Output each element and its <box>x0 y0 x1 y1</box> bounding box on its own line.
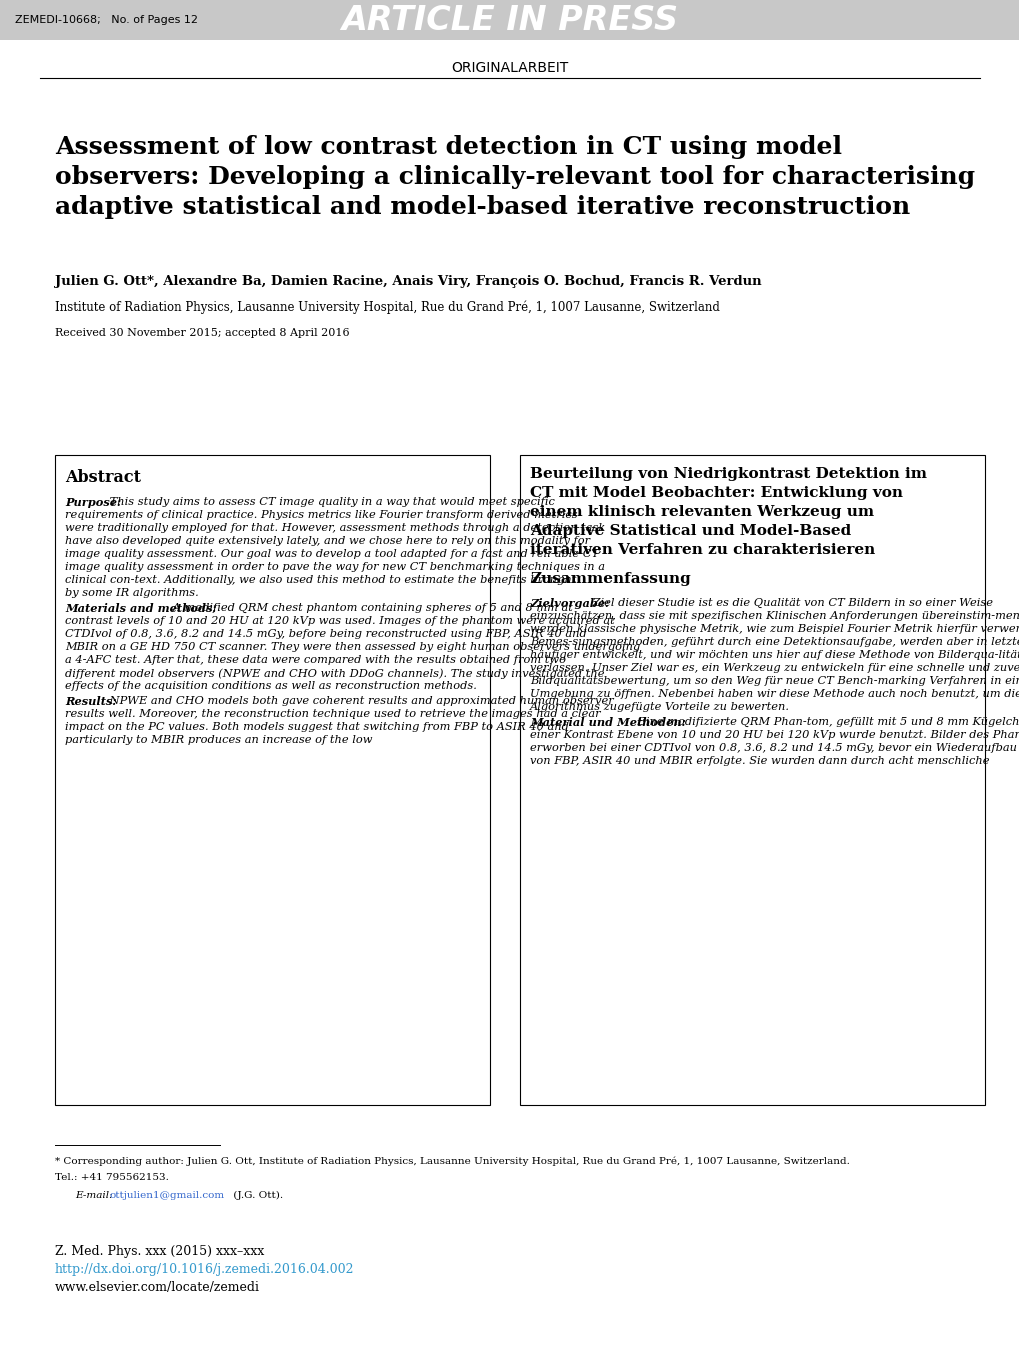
Text: MBIR on a GE HD 750 CT scanner. They were then assessed by eight human observers: MBIR on a GE HD 750 CT scanner. They wer… <box>65 642 640 653</box>
Text: Tel.: +41 795562153.: Tel.: +41 795562153. <box>55 1173 169 1182</box>
Text: Zusammenfassung: Zusammenfassung <box>530 571 690 586</box>
Text: Received 30 November 2015; accepted 8 April 2016: Received 30 November 2015; accepted 8 Ap… <box>55 328 350 338</box>
Text: www.elsevier.com/locate/zemedi: www.elsevier.com/locate/zemedi <box>55 1281 260 1294</box>
Bar <box>0 0 1019 41</box>
Text: E-mail:: E-mail: <box>75 1192 112 1200</box>
Text: CTDIvol of 0.8, 3.6, 8.2 and 14.5 mGy, before being reconstructed using FBP, ASI: CTDIvol of 0.8, 3.6, 8.2 and 14.5 mGy, b… <box>65 630 586 639</box>
Text: werden klassische physische Metrik, wie zum Beispiel Fourier Metrik hierfür verw: werden klassische physische Metrik, wie … <box>530 624 1019 634</box>
Text: adaptive statistical and model-based iterative reconstruction: adaptive statistical and model-based ite… <box>55 195 909 219</box>
Text: image quality assessment. Our goal was to develop a tool adapted for a fast and : image quality assessment. Our goal was t… <box>65 549 598 559</box>
Text: von FBP, ASIR 40 und MBIR erfolgte. Sie wurden dann durch acht menschliche: von FBP, ASIR 40 und MBIR erfolgte. Sie … <box>530 757 988 766</box>
Text: Assessment of low contrast detection in CT using model: Assessment of low contrast detection in … <box>55 135 841 159</box>
Text: http://dx.doi.org/10.1016/j.zemedi.2016.04.002: http://dx.doi.org/10.1016/j.zemedi.2016.… <box>55 1263 355 1275</box>
Text: A modified QRM chest phantom containing spheres of 5 and 8 mm at: A modified QRM chest phantom containing … <box>168 603 572 613</box>
Text: Institute of Radiation Physics, Lausanne University Hospital, Rue du Grand Pré, : Institute of Radiation Physics, Lausanne… <box>55 300 719 313</box>
Text: einzuschätzen, dass sie mit spezifischen Klinischen Anforderungen übereinstim-me: einzuschätzen, dass sie mit spezifischen… <box>530 611 1019 621</box>
Text: were traditionally employed for that. However, assessment methods through a dete: were traditionally employed for that. Ho… <box>65 523 604 534</box>
Text: ZEMEDI-10668;   No. of Pages 12: ZEMEDI-10668; No. of Pages 12 <box>15 15 198 26</box>
Text: einer Kontrast Ebene von 10 und 20 HU bei 120 kVp wurde benutzt. Bilder des Phan: einer Kontrast Ebene von 10 und 20 HU be… <box>530 730 1019 740</box>
Text: This study aims to assess CT image quality in a way that would meet specific: This study aims to assess CT image quali… <box>106 497 554 507</box>
Text: Umgebung zu öffnen. Nebenbei haben wir diese Methode auch noch benutzt, um die d: Umgebung zu öffnen. Nebenbei haben wir d… <box>530 689 1019 698</box>
Bar <box>55 455 489 1105</box>
Text: particularly to MBIR produces an increase of the low: particularly to MBIR produces an increas… <box>65 735 372 744</box>
Text: results well. Moreover, the reconstruction technique used to retrieve the images: results well. Moreover, the reconstructi… <box>65 709 600 719</box>
Text: (J.G. Ott).: (J.G. Ott). <box>229 1192 283 1200</box>
Text: Purpose:: Purpose: <box>65 497 121 508</box>
Text: ARTICLE IN PRESS: ARTICLE IN PRESS <box>341 4 678 36</box>
Text: Algorithmus zugefügte Vorteile zu bewerten.: Algorithmus zugefügte Vorteile zu bewert… <box>530 703 790 712</box>
Text: impact on the PC values. Both models suggest that switching from FBP to ASIR 40 : impact on the PC values. Both models sug… <box>65 721 569 732</box>
Text: verlassen. Unser Ziel war es, ein Werkzeug zu entwickeln für eine schnelle und z: verlassen. Unser Ziel war es, ein Werkze… <box>530 663 1019 673</box>
Text: a 4-AFC test. After that, these data were compared with the results obtained fro: a 4-AFC test. After that, these data wer… <box>65 655 566 665</box>
Text: erworben bei einer CDTIvol von 0.8, 3.6, 8.2 und 14.5 mGy, bevor ein Wiederaufba: erworben bei einer CDTIvol von 0.8, 3.6,… <box>530 743 1019 753</box>
Text: Eine modifizierte QRM Phan-tom, gefüllt mit 5 und 8 mm Kügelchen und mit: Eine modifizierte QRM Phan-tom, gefüllt … <box>633 717 1019 727</box>
Text: einem klinisch relevanten Werkzeug um: einem klinisch relevanten Werkzeug um <box>530 505 873 519</box>
Text: have also developed quite extensively lately, and we chose here to rely on this : have also developed quite extensively la… <box>65 536 590 546</box>
Text: Beurteilung von Niedrigkontrast Detektion im: Beurteilung von Niedrigkontrast Detektio… <box>530 467 926 481</box>
Text: image quality assessment in order to pave the way for new CT benchmarking techni: image quality assessment in order to pav… <box>65 562 604 571</box>
Text: iterativen Verfahren zu charakterisieren: iterativen Verfahren zu charakterisieren <box>530 543 874 557</box>
Text: Ziel dieser Studie ist es die Qualität von CT Bildern in so einer Weise: Ziel dieser Studie ist es die Qualität v… <box>588 598 991 608</box>
Text: requirements of clinical practice. Physics metrics like Fourier transform derive: requirements of clinical practice. Physi… <box>65 509 577 520</box>
Text: by some IR algorithms.: by some IR algorithms. <box>65 588 199 598</box>
Text: Abstract: Abstract <box>65 469 141 486</box>
Text: Zielvorgabe:: Zielvorgabe: <box>530 598 608 609</box>
Text: contrast levels of 10 and 20 HU at 120 kVp was used. Images of the phantom were : contrast levels of 10 and 20 HU at 120 k… <box>65 616 614 626</box>
Text: Bemes-sungsmethoden, geführt durch eine Detektionsaufgabe, werden aber in letzte: Bemes-sungsmethoden, geführt durch eine … <box>530 638 1019 647</box>
Text: effects of the acquisition conditions as well as reconstruction methods.: effects of the acquisition conditions as… <box>65 681 477 690</box>
Text: Adaptive Statistical und Model-Based: Adaptive Statistical und Model-Based <box>530 524 851 538</box>
Bar <box>520 455 984 1105</box>
Text: clinical con-text. Additionally, we also used this method to estimate the benefi: clinical con-text. Additionally, we also… <box>65 576 576 585</box>
Text: Julien G. Ott*, Alexandre Ba, Damien Racine, Anais Viry, François O. Bochud, Fra: Julien G. Ott*, Alexandre Ba, Damien Rac… <box>55 276 761 288</box>
Text: NPWE and CHO models both gave coherent results and approximated human observer: NPWE and CHO models both gave coherent r… <box>106 696 612 707</box>
Text: Material und Methoden:: Material und Methoden: <box>530 717 685 728</box>
Text: ottjulien1@gmail.com: ottjulien1@gmail.com <box>110 1192 225 1200</box>
Text: Bildqualitätsbewertung, um so den Weg für neue CT Bench-marking Verfahren in ein: Bildqualitätsbewertung, um so den Weg fü… <box>530 676 1019 686</box>
Text: Z. Med. Phys. xxx (2015) xxx–xxx: Z. Med. Phys. xxx (2015) xxx–xxx <box>55 1246 264 1258</box>
Text: different model observers (NPWE and CHO with DDoG channels). The study investiga: different model observers (NPWE and CHO … <box>65 667 604 678</box>
Text: CT mit Model Beobachter: Entwicklung von: CT mit Model Beobachter: Entwicklung von <box>530 486 902 500</box>
Text: observers: Developing a clinically-relevant tool for characterising: observers: Developing a clinically-relev… <box>55 165 974 189</box>
Text: Results:: Results: <box>65 696 116 707</box>
Text: häufiger entwickelt, und wir möchten uns hier auf diese Methode von Bilderqua-li: häufiger entwickelt, und wir möchten uns… <box>530 650 1019 661</box>
Text: Materials and methods:: Materials and methods: <box>65 603 216 613</box>
Text: ORIGINALARBEIT: ORIGINALARBEIT <box>451 61 568 76</box>
Text: * Corresponding author: Julien G. Ott, Institute of Radiation Physics, Lausanne : * Corresponding author: Julien G. Ott, I… <box>55 1156 849 1166</box>
